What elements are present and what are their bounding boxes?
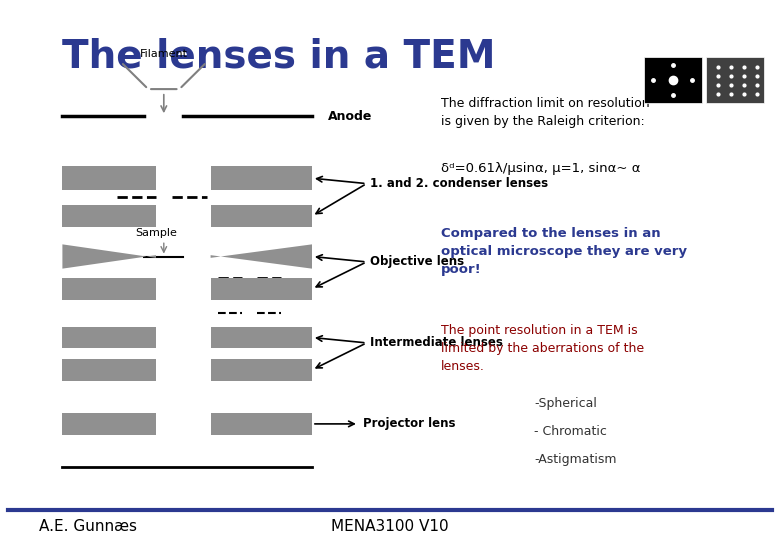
Text: Objective lens: Objective lens	[370, 255, 465, 268]
FancyBboxPatch shape	[62, 327, 156, 348]
Text: MENA3100 V10: MENA3100 V10	[332, 519, 448, 534]
FancyBboxPatch shape	[62, 413, 156, 435]
Text: 1. and 2. condenser lenses: 1. and 2. condenser lenses	[370, 177, 548, 190]
FancyBboxPatch shape	[644, 57, 702, 103]
FancyBboxPatch shape	[706, 57, 764, 103]
Text: -Spherical: -Spherical	[534, 397, 597, 410]
Text: A.E. Gunnæs: A.E. Gunnæs	[39, 519, 137, 534]
FancyBboxPatch shape	[211, 205, 312, 227]
Polygon shape	[211, 244, 312, 268]
Text: Anode: Anode	[328, 110, 372, 123]
FancyBboxPatch shape	[211, 278, 312, 300]
Text: Compared to the lenses in an
optical microscope they are very
poor!: Compared to the lenses in an optical mic…	[441, 227, 686, 276]
FancyBboxPatch shape	[62, 166, 156, 190]
FancyBboxPatch shape	[211, 166, 312, 190]
FancyBboxPatch shape	[211, 327, 312, 348]
FancyBboxPatch shape	[62, 359, 156, 381]
FancyBboxPatch shape	[211, 359, 312, 381]
FancyBboxPatch shape	[211, 413, 312, 435]
Text: δᵈ=0.61λ/μsinα, μ=1, sinα~ α: δᵈ=0.61λ/μsinα, μ=1, sinα~ α	[441, 162, 640, 175]
Text: The lenses in a TEM: The lenses in a TEM	[62, 38, 496, 76]
Text: - Chromatic: - Chromatic	[534, 425, 607, 438]
Text: Intermediate lenses: Intermediate lenses	[370, 336, 503, 349]
Text: Filament: Filament	[140, 49, 188, 59]
Polygon shape	[62, 244, 156, 268]
Text: Projector lens: Projector lens	[363, 417, 456, 430]
Text: The point resolution in a TEM is
limited by the aberrations of the
lenses.: The point resolution in a TEM is limited…	[441, 324, 644, 373]
FancyBboxPatch shape	[62, 278, 156, 300]
Text: The diffraction limit on resolution
is given by the Raleigh criterion:: The diffraction limit on resolution is g…	[441, 97, 649, 128]
Text: -Astigmatism: -Astigmatism	[534, 453, 617, 466]
Text: Sample: Sample	[135, 227, 177, 238]
FancyBboxPatch shape	[62, 205, 156, 227]
